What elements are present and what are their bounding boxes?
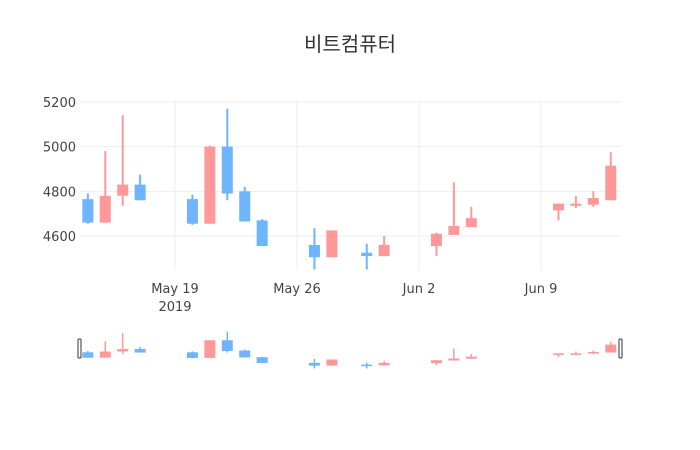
candle[interactable] <box>308 228 320 270</box>
candle[interactable] <box>587 191 599 207</box>
slider-candle <box>378 360 390 366</box>
x-tick-year: 2019 <box>158 300 191 315</box>
slider-candle <box>256 356 268 364</box>
chart-title: 비트컴퓨터 <box>304 32 396 56</box>
candle[interactable] <box>256 219 268 247</box>
candle[interactable] <box>361 243 373 270</box>
candle[interactable] <box>99 151 111 223</box>
slider-candle <box>570 351 582 355</box>
candle[interactable] <box>605 152 617 201</box>
y-tick-label: 5000 <box>43 141 76 156</box>
slider-candle <box>448 348 460 361</box>
candle[interactable] <box>82 193 94 224</box>
candle[interactable] <box>448 182 460 235</box>
candle[interactable] <box>326 230 338 258</box>
slider-candle <box>204 340 216 358</box>
slider-candle <box>465 354 477 359</box>
range-slider-left-handle[interactable] <box>77 338 82 359</box>
x-tick-label: Jun 2 <box>402 282 436 297</box>
slider-candle <box>82 351 94 358</box>
slider-candle <box>430 360 442 366</box>
candle[interactable] <box>204 145 216 224</box>
y-tick-label: 4800 <box>43 185 76 200</box>
candle[interactable] <box>186 194 198 225</box>
y-tick-label: 4600 <box>43 230 76 245</box>
slider-candle <box>552 353 564 358</box>
slider-candle <box>134 346 146 353</box>
x-tick-label: May 19 <box>151 282 199 297</box>
x-tick-label: May 26 <box>273 282 321 297</box>
candle[interactable] <box>552 203 564 221</box>
candle[interactable] <box>134 174 146 201</box>
slider-candle <box>308 358 320 369</box>
range-slider-right-handle[interactable] <box>618 338 623 359</box>
candles[interactable] <box>82 108 617 270</box>
slider-candle <box>605 341 617 353</box>
candle[interactable] <box>221 108 233 201</box>
x-tick-label: Jun 9 <box>524 282 558 297</box>
slider-candle <box>361 362 373 369</box>
x-axis: May 19 2019 May 26 Jun 2 Jun 9 <box>151 282 557 315</box>
slider-candle <box>221 331 233 353</box>
candle[interactable] <box>378 236 390 257</box>
candle[interactable] <box>239 186 251 222</box>
candle[interactable] <box>117 115 129 206</box>
range-slider[interactable] <box>77 331 623 369</box>
slider-candle <box>587 350 599 355</box>
slider-candle <box>99 341 111 358</box>
y-axis: 4600 4800 5000 5200 <box>43 96 76 245</box>
candle[interactable] <box>570 195 582 209</box>
slider-candle <box>239 349 251 358</box>
slider-candle <box>326 359 338 366</box>
grid-lines <box>80 100 620 270</box>
y-tick-label: 5200 <box>43 96 76 111</box>
candle[interactable] <box>430 232 442 257</box>
slider-candle <box>186 351 198 359</box>
candle[interactable] <box>465 206 477 228</box>
slider-candle <box>117 333 129 354</box>
